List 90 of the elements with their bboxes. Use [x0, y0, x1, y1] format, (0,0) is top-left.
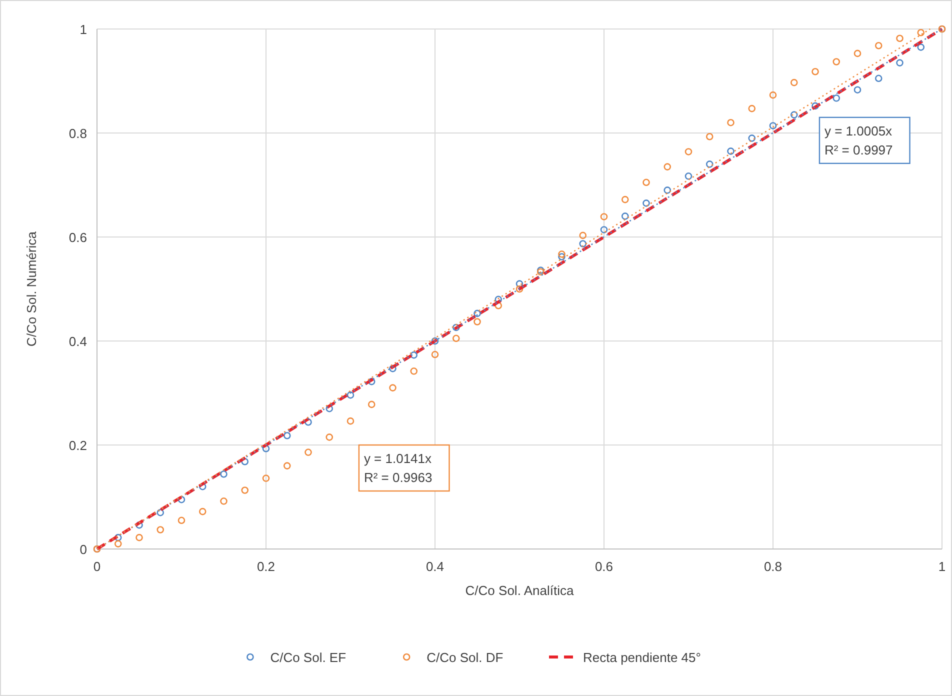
point — [748, 104, 756, 112]
point — [304, 448, 312, 456]
point — [410, 368, 418, 375]
point — [368, 400, 376, 408]
y-tick-label: 0 — [80, 542, 87, 557]
point — [452, 324, 460, 332]
point — [262, 474, 270, 482]
point — [600, 213, 608, 220]
point — [241, 458, 249, 466]
point — [874, 42, 882, 50]
point — [727, 118, 734, 126]
legend-label: C/Co Sol. EF — [270, 650, 346, 665]
point — [579, 232, 587, 240]
point — [368, 378, 376, 386]
point — [558, 253, 566, 260]
point — [812, 68, 819, 76]
point — [664, 186, 672, 194]
point — [579, 240, 587, 248]
point — [684, 148, 692, 156]
y-axis-title: C/Co Sol. Numérica — [24, 230, 39, 346]
point — [832, 94, 840, 102]
x-tick-label: 1 — [938, 559, 946, 574]
point — [812, 102, 819, 110]
point — [156, 526, 164, 534]
point — [326, 434, 334, 441]
point — [346, 391, 354, 399]
point — [516, 280, 524, 288]
y-tick-label: 0.4 — [68, 334, 87, 349]
point — [558, 250, 566, 258]
point — [896, 59, 904, 66]
point — [917, 28, 925, 36]
x-tick-label: 0.8 — [764, 559, 782, 574]
y-tick-label: 0.8 — [68, 126, 87, 141]
annotation: y = 1.0141x R² = 0.9963 — [364, 451, 432, 485]
point — [431, 350, 439, 358]
point — [790, 111, 798, 118]
point — [832, 58, 840, 66]
point — [452, 334, 460, 342]
point — [283, 432, 291, 440]
point — [790, 78, 798, 86]
point — [220, 470, 228, 478]
point — [600, 226, 608, 234]
point — [621, 196, 629, 204]
legend-label: Recta pendiente 45° — [583, 650, 701, 665]
point — [262, 444, 270, 452]
point — [156, 508, 164, 516]
point — [684, 172, 692, 180]
point — [198, 508, 206, 516]
point — [874, 74, 882, 82]
point — [114, 534, 122, 542]
point — [389, 384, 396, 392]
x-tick-label: 0.6 — [594, 559, 614, 574]
point — [706, 132, 714, 140]
point — [727, 148, 734, 155]
point — [516, 285, 524, 293]
point — [431, 337, 439, 345]
x-tick-label: 0 — [93, 559, 101, 574]
point — [136, 521, 143, 529]
point — [854, 86, 862, 94]
point — [769, 91, 777, 99]
point — [621, 212, 629, 220]
x-axis-title: C/Co Sol. Analítica — [465, 583, 574, 598]
point — [114, 540, 122, 548]
point — [706, 160, 714, 168]
y-tick-label: 0.6 — [68, 230, 87, 245]
point — [917, 44, 925, 51]
point — [474, 310, 481, 318]
point — [283, 462, 291, 470]
y-tick-label: 1 — [80, 22, 87, 37]
legend-label: C/Co Sol. DF — [426, 650, 504, 665]
point — [220, 498, 228, 505]
point — [178, 516, 186, 524]
point — [896, 34, 904, 42]
x-tick-label: 0.2 — [256, 559, 276, 574]
point — [642, 200, 650, 207]
annotation: y = 1.0005x R² = 0.9997 — [824, 123, 893, 158]
point — [474, 318, 481, 326]
point — [664, 163, 672, 170]
point — [769, 122, 777, 130]
point — [389, 364, 396, 372]
point — [241, 486, 249, 494]
point — [326, 404, 334, 412]
x-tick-label: 0.4 — [426, 559, 444, 574]
y-tick-label: 0.2 — [68, 438, 87, 453]
point — [136, 534, 143, 542]
point — [346, 417, 354, 425]
point — [854, 50, 862, 58]
point — [642, 178, 650, 186]
point — [410, 351, 418, 359]
point — [748, 134, 756, 142]
